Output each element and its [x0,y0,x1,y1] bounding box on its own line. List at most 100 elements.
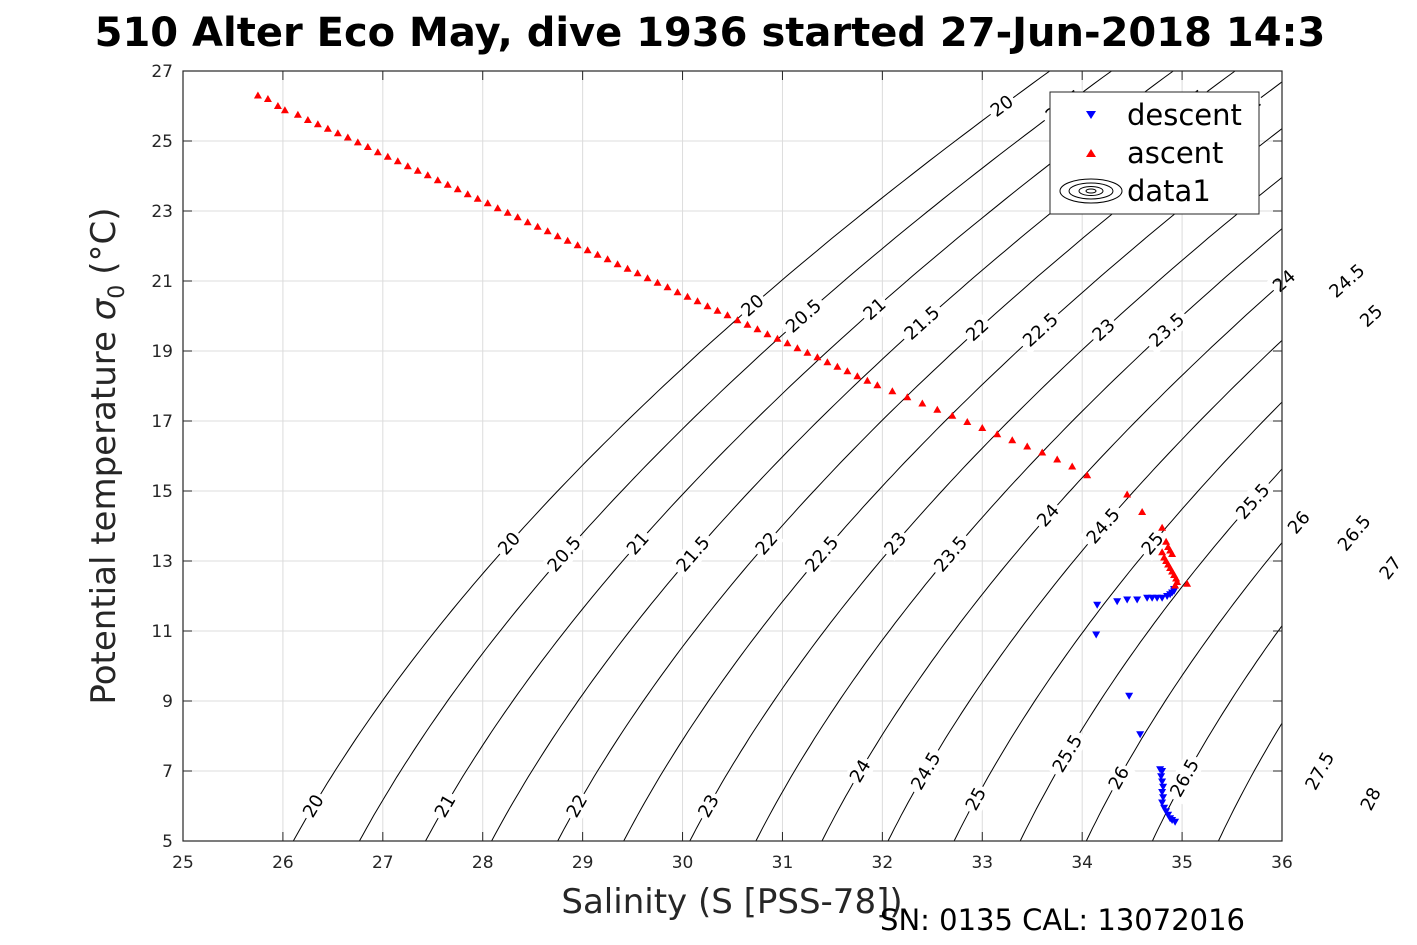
ascent-point [464,190,472,197]
x-tick-label: 36 [1271,853,1293,873]
contour-label: 22 [749,526,784,562]
ascent-point [454,185,462,192]
contour-label: 24 [844,753,877,788]
ascent-point [803,349,811,356]
ascent-point [823,358,831,365]
y-tick-label: 19 [151,342,173,362]
ascent-point [494,204,502,211]
ascent-point [274,102,282,109]
contour-label-text: 23 [694,791,724,821]
y-tick-label: 13 [151,552,173,572]
ascent-point [724,311,732,318]
x-tick-label: 26 [272,853,294,873]
descent-point [1133,597,1141,604]
contour-label: 24.5 [1322,257,1373,305]
ascent-point [654,279,662,286]
contour-label: 23 [692,788,725,823]
contour-label-text: 23 [880,528,911,559]
ascent-point [634,269,642,276]
ascent-point [1068,463,1076,470]
legend-ascent-label: ascent [1127,136,1223,170]
contour-27.5 [1285,71,1417,841]
y-axis-label-subscript: 0 [105,285,130,299]
ascent-point [281,106,289,113]
contour-label: 26 [1281,505,1316,541]
ascent-point [514,213,522,220]
contour-label: 24 [1266,263,1302,298]
contour-label-text: 21 [431,791,461,821]
contour-label: 25 [960,781,993,816]
contour-label-text: 26 [1105,763,1135,793]
ascent-point [793,344,801,351]
contour-label: 22.5 [1015,306,1065,355]
contour-label: 22 [560,788,593,823]
ascent-point [1023,443,1031,450]
ascent-point [714,307,722,314]
ascent-point [993,430,1001,437]
chart-title: 510 Alter Eco May, dive 1936 started 27-… [95,10,1326,56]
ascent-point [364,143,372,150]
ascent-point [594,251,602,258]
ascent-point [434,176,442,183]
descent-point [1093,602,1101,609]
ascent-point [933,406,941,413]
contour-label: 25.5 [1229,476,1277,527]
x-tick-label: 35 [1171,853,1193,873]
ascent-point [1158,524,1166,531]
ascent-point [254,92,262,99]
ascent-point [414,167,422,174]
contour-label: 20 [492,526,527,562]
x-tick-label: 25 [172,853,194,873]
ascent-point [903,393,911,400]
ascent-point [394,157,402,164]
contour-label: 28 [1355,782,1387,817]
x-tick-label: 30 [672,853,694,873]
contour-28 [1351,71,1417,841]
y-tick-label: 25 [151,132,173,152]
ascent-point [384,153,392,160]
contour-label: 21 [620,526,655,562]
x-tick-label: 31 [772,853,794,873]
ascent-point [504,209,512,216]
ascent-point [853,372,861,379]
ascent-point [624,265,632,272]
ascent-point [843,367,851,374]
ascent-point [1008,436,1016,443]
contour-label: 21 [857,291,893,326]
ascent-point [978,424,986,431]
contour-label-text: 22 [563,791,593,821]
y-tick-label: 23 [151,202,173,222]
ascent-point [424,171,432,178]
x-tick-label: 33 [971,853,993,873]
contour-label: 24.5 [1079,501,1127,552]
ascent-point [574,241,582,248]
contour-label: 21.5 [669,529,717,580]
y-tick-label: 5 [162,832,173,852]
ts-diagram: 510 Alter Eco May, dive 1936 started 27-… [0,0,1417,945]
ascent-point [873,381,881,388]
ascent-point [664,283,672,290]
ascent-point [534,223,542,230]
ascent-point [304,116,312,123]
ascent-point [474,195,482,202]
y-tick-label: 17 [151,412,173,432]
contour-label-text: 25 [962,784,991,814]
contour-label: 23.5 [927,529,975,580]
contour-label: 26.5 [1163,752,1206,805]
contour-label: 23 [878,526,913,562]
ascent-point [584,246,592,253]
ascent-point [564,237,572,244]
ascent-point [888,387,896,394]
ascent-point [1138,508,1146,515]
ascent-point [334,129,342,136]
y-tick-label: 21 [151,272,173,292]
contour-label: 20 [297,788,330,823]
contour-label: 25 [1354,298,1390,333]
y-tick-label: 9 [162,692,173,712]
legend-data1-label: data1 [1127,174,1211,208]
contour-label: 24 [1031,498,1066,534]
contour-label: 21 [429,788,462,823]
ascent-point [294,111,302,118]
ascent-point [918,400,926,407]
ascent-point [763,330,771,337]
